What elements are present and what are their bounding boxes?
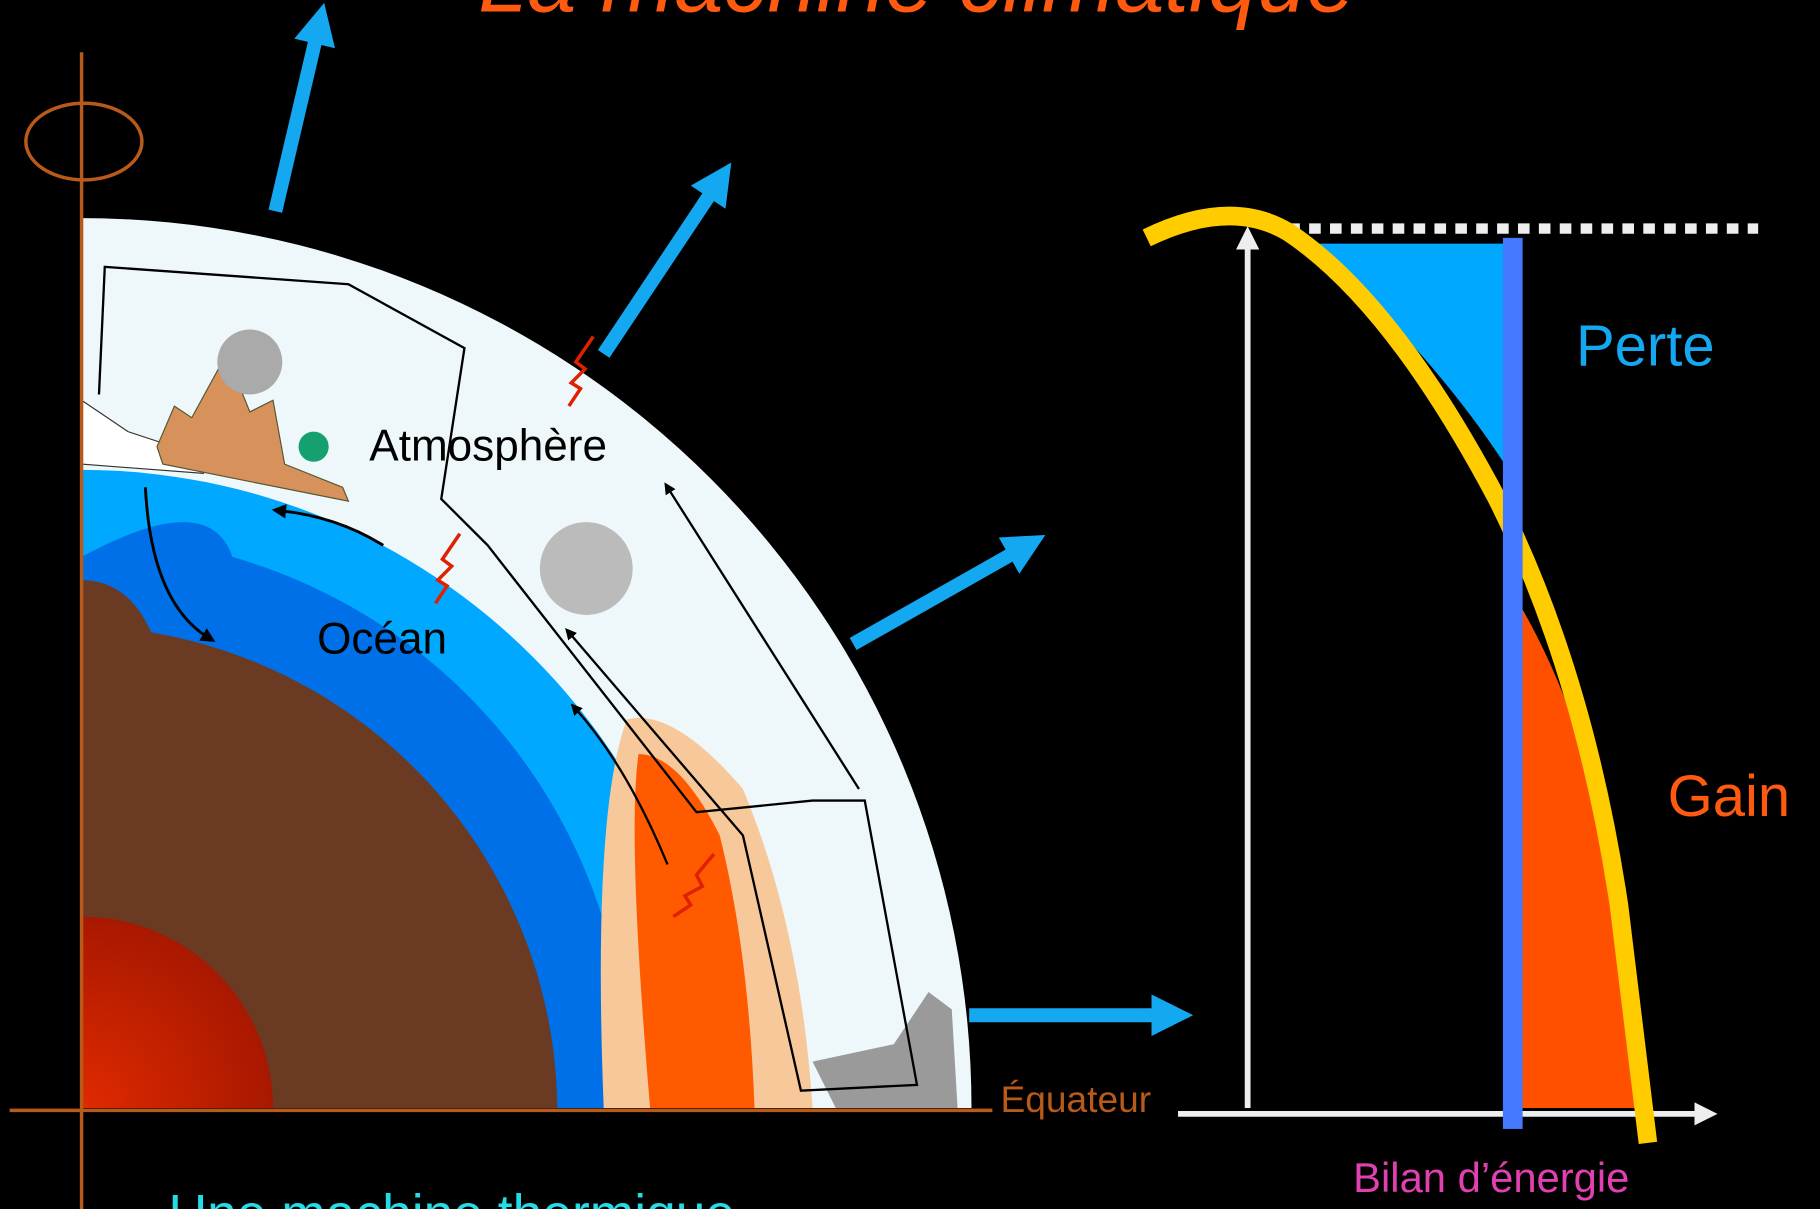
page: La machine climatique Atmosphère Océan É… [0, 0, 1820, 1209]
caption: Une machine thermique [169, 1185, 736, 1209]
atmosphere-label: Atmosphère [369, 422, 607, 471]
slide: La machine climatique Atmosphère Océan É… [0, 0, 1820, 1209]
equator-label: Équateur [1001, 1078, 1152, 1120]
cloud-small [217, 330, 282, 395]
title: La machine climatique [478, 0, 1355, 31]
cloud-large [540, 522, 633, 615]
loss-label: Perte [1576, 314, 1715, 379]
tree [299, 432, 329, 462]
gain-label: Gain [1668, 764, 1791, 829]
energy-axis-label: Bilan d’énergie [1353, 1154, 1629, 1201]
balance-bar [1503, 238, 1523, 1129]
ocean-label: Océan [317, 614, 447, 663]
